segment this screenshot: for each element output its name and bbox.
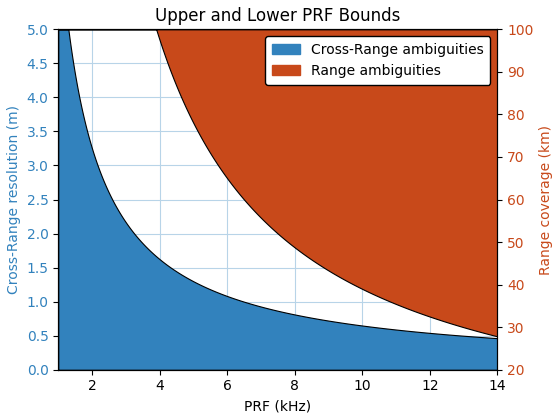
Legend: Cross-Range ambiguities, Range ambiguities: Cross-Range ambiguities, Range ambiguiti… [265, 36, 491, 85]
Title: Upper and Lower PRF Bounds: Upper and Lower PRF Bounds [155, 7, 400, 25]
X-axis label: PRF (kHz): PRF (kHz) [244, 399, 311, 413]
Y-axis label: Range coverage (km): Range coverage (km) [539, 124, 553, 275]
Y-axis label: Cross-Range resolution (m): Cross-Range resolution (m) [7, 105, 21, 294]
